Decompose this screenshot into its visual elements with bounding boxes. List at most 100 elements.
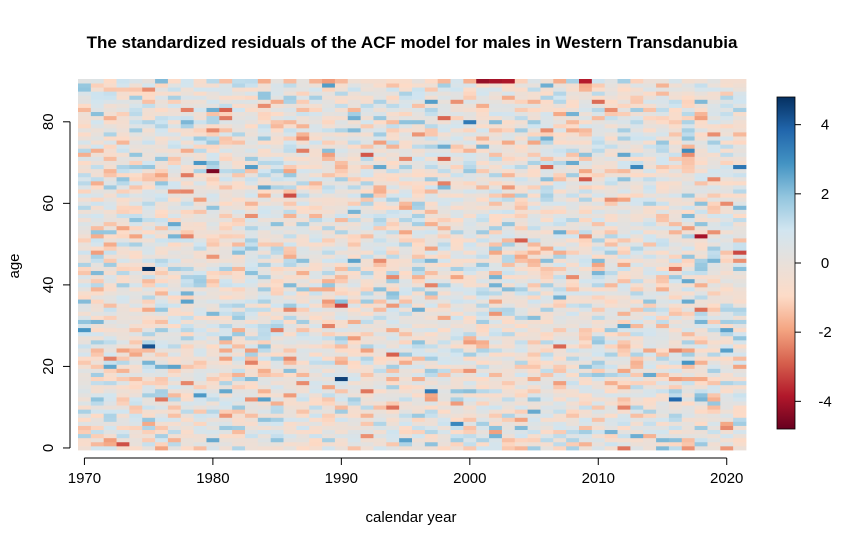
heatmap-cell (720, 417, 734, 422)
heatmap-cell (399, 344, 413, 349)
heatmap-cell (591, 246, 606, 251)
heatmap-cell (103, 95, 117, 100)
heatmap-cell (116, 209, 130, 214)
heatmap-cell (219, 315, 233, 320)
heatmap-cell (566, 107, 580, 113)
heatmap-cell (270, 132, 284, 137)
heatmap-cell (566, 180, 580, 186)
heatmap-cell (270, 388, 284, 394)
heatmap-cell (617, 136, 631, 141)
heatmap-cell (142, 140, 156, 145)
heatmap-cell (566, 441, 580, 447)
heatmap-cell (180, 286, 195, 292)
heatmap-cell (232, 217, 246, 223)
heatmap-cell (694, 164, 708, 170)
heatmap-cell (129, 107, 143, 113)
heatmap-cell (604, 217, 618, 223)
heatmap-cell (193, 331, 207, 337)
heatmap-cell (437, 339, 451, 345)
heatmap-cell (412, 229, 426, 235)
heatmap-cell (283, 433, 297, 439)
heatmap-cell (630, 372, 644, 378)
heatmap-cell (553, 331, 567, 337)
heatmap-cell (617, 217, 631, 223)
heatmap-cell (360, 421, 374, 426)
heatmap-cell (617, 295, 631, 300)
heatmap-cell (322, 233, 336, 239)
heatmap-cell (347, 213, 362, 219)
heatmap-cell (206, 99, 220, 104)
heatmap-cell (360, 254, 374, 259)
heatmap-cell (707, 429, 721, 435)
heatmap-cell (707, 201, 721, 206)
heatmap-cell (257, 323, 272, 329)
heatmap-cell (334, 229, 349, 235)
heatmap-cell (463, 278, 477, 284)
heatmap-cell (591, 368, 606, 373)
heatmap-cell (566, 79, 580, 84)
heatmap-cell (90, 421, 105, 426)
heatmap-cell (322, 197, 336, 202)
heatmap-cell (476, 352, 490, 357)
heatmap-cell (566, 176, 580, 182)
heatmap-cell (591, 384, 606, 390)
heatmap-cell (193, 242, 207, 247)
heatmap-cell (347, 425, 362, 431)
heatmap-cell (617, 356, 631, 361)
heatmap-cell (232, 327, 246, 333)
heatmap-cell (347, 262, 362, 267)
heatmap-cell (103, 132, 117, 137)
heatmap-cell (566, 172, 580, 178)
heatmap-cell (617, 254, 631, 259)
heatmap-cell (373, 295, 387, 300)
heatmap-cell (707, 193, 721, 198)
heatmap-cell (579, 217, 593, 223)
heatmap-cell (373, 111, 387, 117)
heatmap-cell (668, 95, 683, 100)
heatmap-cell (437, 87, 451, 92)
heatmap-cell (476, 364, 490, 369)
heatmap-cell (694, 364, 708, 369)
heatmap-cell (347, 238, 362, 243)
heatmap-cell (296, 376, 310, 382)
heatmap-cell (566, 319, 580, 325)
heatmap-cell (334, 87, 349, 92)
heatmap-cell (540, 417, 554, 422)
heatmap-cell (733, 91, 747, 96)
heatmap-cell (193, 193, 207, 198)
heatmap-cell (296, 270, 310, 276)
heatmap-cell (270, 91, 284, 96)
heatmap-cell (489, 295, 503, 300)
heatmap-cell (579, 189, 593, 194)
heatmap-cell (579, 397, 593, 402)
heatmap-cell (553, 295, 567, 300)
heatmap-cell (334, 213, 349, 219)
heatmap-cell (527, 286, 541, 292)
heatmap-cell (90, 95, 105, 100)
heatmap-cell (142, 127, 156, 133)
heatmap-cell (566, 127, 580, 133)
heatmap-cell (245, 254, 259, 259)
heatmap-cell (296, 307, 310, 312)
heatmap-cell (424, 115, 439, 121)
heatmap-cell (257, 217, 272, 223)
heatmap-cell (720, 405, 734, 410)
heatmap-cell (386, 323, 400, 329)
heatmap-cell (309, 148, 323, 153)
heatmap-cell (553, 344, 567, 349)
heatmap-cell (373, 368, 387, 373)
heatmap-cell (424, 405, 439, 410)
heatmap-cell (501, 437, 516, 443)
heatmap-cell (219, 421, 233, 426)
heatmap-cell (206, 315, 220, 320)
heatmap-cell (450, 225, 464, 231)
heatmap-cell (116, 99, 130, 104)
heatmap-cell (322, 87, 336, 92)
heatmap-cell (90, 433, 105, 439)
heatmap-cell (553, 397, 567, 402)
heatmap-cell (630, 380, 644, 386)
heatmap-cell (437, 315, 451, 320)
heatmap-cell (103, 278, 117, 284)
heatmap-cell (373, 380, 387, 386)
heatmap-cell (501, 225, 516, 231)
